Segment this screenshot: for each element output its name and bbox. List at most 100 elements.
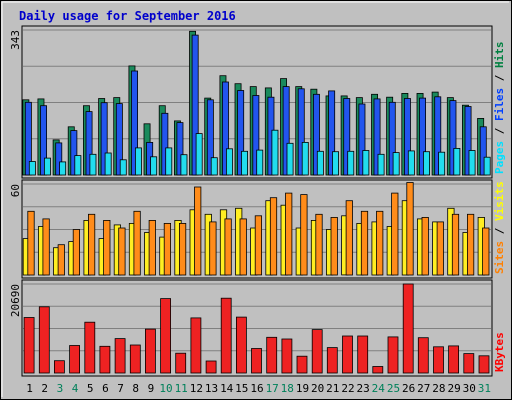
bar-files-day-26 [403, 98, 411, 176]
bar-files-day-21 [328, 90, 336, 176]
day-label: 22 [341, 382, 354, 395]
bar-kbytes-day-2 [38, 306, 50, 374]
bar-kbytes-day-4 [69, 345, 80, 374]
panel-hits-files-pages: 343 Pages / Files / Hits [9, 25, 506, 179]
bar-kbytes-day-23 [357, 335, 369, 374]
bar-files-day-24 [373, 98, 381, 176]
bar-pages-day-8 [134, 147, 142, 176]
bar-pages-day-18 [286, 142, 294, 176]
legend-item: Files [493, 88, 506, 121]
series-pages [28, 129, 491, 176]
day-label: 9 [148, 382, 155, 395]
bar-sites-day-18 [285, 192, 293, 276]
bar-sites-day-27 [421, 216, 429, 276]
bar-pages-day-12 [195, 133, 203, 176]
series-sites [27, 182, 490, 276]
bar-kbytes-day-22 [342, 335, 353, 374]
bar-files-day-14 [221, 81, 229, 176]
y-max-label: 343 [9, 30, 22, 50]
legend-item: KBytes [493, 332, 506, 372]
bar-kbytes-day-12 [190, 317, 202, 374]
bar-kbytes-day-11 [175, 352, 187, 374]
bar-sites-day-29 [451, 213, 460, 276]
bar-sites-day-23 [360, 210, 369, 276]
day-axis-labels: 1 2 3 4 5 6 7 8 9 10 11 12 13 14 15 16 17 18 19 20 21 22 23 24 2… [26, 382, 491, 395]
day-label: 4 [72, 382, 79, 395]
panel-kbytes: 20690 KBytes [9, 279, 506, 377]
bar-files-day-18 [282, 86, 290, 176]
legend-item: Sites [493, 241, 506, 274]
bar-pages-day-5 [89, 153, 97, 176]
day-label: 27 [417, 382, 430, 395]
bar-files-day-16 [252, 95, 260, 176]
bar-kbytes-day-27 [417, 337, 429, 374]
bar-kbytes-day-8 [129, 344, 141, 374]
bar-pages-day-16 [256, 149, 264, 176]
bar-kbytes-day-29 [448, 345, 460, 374]
day-label: 13 [205, 382, 218, 395]
bar-kbytes-day-19 [296, 355, 308, 374]
bar-files-day-6 [100, 102, 108, 176]
bar-pages-day-11 [180, 154, 188, 176]
bar-sites-day-5 [88, 213, 96, 276]
bar-sites-day-1 [27, 210, 35, 276]
bar-sites-day-25 [391, 192, 399, 276]
bar-sites-day-17 [269, 197, 278, 276]
y-max-label: 20690 [9, 284, 22, 317]
bar-sites-day-30 [466, 213, 475, 276]
bar-sites-day-10 [163, 222, 171, 276]
day-label: 31 [478, 382, 491, 395]
bar-sites-day-3 [57, 244, 65, 276]
bar-sites-day-4 [72, 229, 80, 276]
bar-kbytes-day-13 [205, 360, 217, 374]
bar-kbytes-day-17 [266, 336, 278, 374]
bar-files-day-4 [70, 130, 78, 176]
bar-files-day-31 [479, 126, 487, 176]
day-label: 24 [372, 382, 386, 395]
day-label: 5 [87, 382, 94, 395]
legend-separator: / [493, 121, 506, 141]
bar-kbytes-day-3 [54, 360, 65, 374]
legend-separator: / [493, 221, 506, 241]
bar-pages-day-7 [119, 159, 127, 176]
bar-files-day-29 [449, 100, 457, 176]
bar-pages-day-23 [362, 150, 370, 176]
bar-kbytes-day-20 [311, 329, 323, 374]
bar-pages-day-9 [150, 156, 158, 176]
day-label: 6 [102, 382, 109, 395]
day-label: 3 [57, 382, 64, 395]
day-label: 1 [26, 382, 33, 395]
bar-files-day-10 [161, 112, 169, 176]
day-label: 16 [250, 382, 263, 395]
day-label: 30 [463, 382, 476, 395]
legend-visits-sites: Sites / Visits [493, 181, 506, 274]
day-label: 12 [190, 382, 203, 395]
bar-sites-day-15 [239, 218, 247, 276]
bar-pages-day-10 [165, 147, 173, 176]
bar-sites-day-31 [482, 227, 490, 276]
bar-kbytes-day-7 [114, 338, 126, 374]
legend-hits-files-pages: Pages / Files / Hits [493, 42, 506, 175]
bar-kbytes-day-5 [84, 321, 96, 374]
chart-panels: 343 Pages / Files / Hits 60 Sites / Visits 2… [9, 25, 506, 377]
legend-kbytes: KBytes [493, 332, 506, 372]
bar-files-day-19 [297, 88, 305, 176]
bar-pages-day-29 [453, 147, 461, 176]
legend-item: Hits [493, 42, 506, 69]
bar-files-day-15 [237, 90, 245, 176]
bar-kbytes-day-31 [478, 355, 490, 374]
bar-kbytes-day-10 [160, 298, 172, 374]
bar-files-day-28 [434, 96, 442, 176]
bar-files-day-1 [24, 101, 32, 176]
day-label: 7 [117, 382, 124, 395]
bar-kbytes-day-18 [281, 338, 293, 374]
day-label: 15 [235, 382, 248, 395]
day-label: 17 [266, 382, 279, 395]
day-label: 11 [175, 382, 188, 395]
panel-visits-sites: 60 Sites / Visits [9, 179, 506, 279]
series-files [24, 34, 487, 176]
bar-kbytes-day-28 [433, 346, 444, 374]
bar-pages-day-20 [316, 150, 324, 176]
